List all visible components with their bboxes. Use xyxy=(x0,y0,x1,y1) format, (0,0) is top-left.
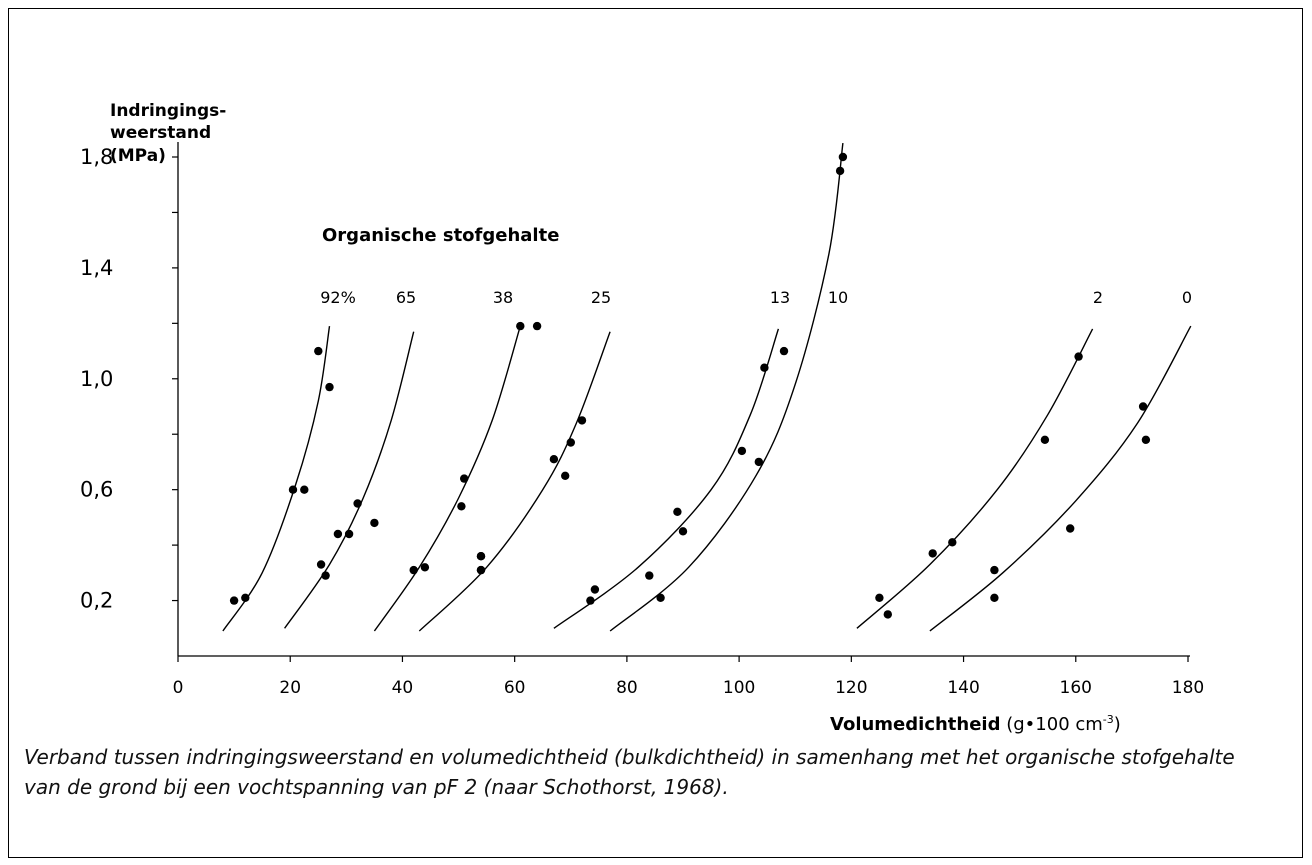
x-tick-label-80: 80 xyxy=(616,678,638,698)
point-10-1 xyxy=(754,457,763,467)
point-38-2 xyxy=(457,502,466,511)
y-tick-label-1,0: 1,0 xyxy=(80,367,113,391)
point-13-4 xyxy=(760,363,769,372)
point-0-1 xyxy=(990,565,999,575)
point-92%-4 xyxy=(314,346,323,356)
curve-65 xyxy=(284,331,415,629)
y-tick-label-0,2: 0,2 xyxy=(80,589,113,613)
point-10-3 xyxy=(835,166,845,176)
x-tick-label-20: 20 xyxy=(279,678,301,698)
point-13-3 xyxy=(737,446,747,456)
series-label-0: 0 xyxy=(1182,288,1192,307)
curve-25 xyxy=(418,331,611,632)
curve-2 xyxy=(856,328,1094,629)
point-25-7 xyxy=(590,585,600,594)
x-tick-label-40: 40 xyxy=(392,678,414,698)
series-label-65: 65 xyxy=(396,288,416,307)
series-label-92%: 92% xyxy=(320,288,356,307)
point-25-4 xyxy=(566,438,575,447)
point-65-1 xyxy=(321,571,330,580)
x-tick-label-120: 120 xyxy=(835,678,867,698)
x-tick-label-100: 100 xyxy=(723,678,755,698)
point-0-2 xyxy=(1066,524,1075,533)
point-92%-5 xyxy=(325,382,334,392)
point-92%-1 xyxy=(241,593,250,602)
point-38-3 xyxy=(460,474,469,483)
point-92%-0 xyxy=(229,596,239,605)
figure-caption: Verband tussen indringingsweerstand en v… xyxy=(24,745,1235,799)
curve-38 xyxy=(373,325,521,632)
point-38-7 xyxy=(532,321,542,331)
curve-10 xyxy=(609,143,844,632)
point-13-1 xyxy=(673,507,682,516)
y-axis-label-line3: (MPa) xyxy=(110,146,166,166)
point-10-4 xyxy=(838,152,848,162)
x-axis-unit-exponent: -3 xyxy=(1102,713,1114,726)
x-axis-unit-close: ) xyxy=(1113,714,1121,735)
point-25-5 xyxy=(577,416,587,425)
point-65-0 xyxy=(316,560,326,569)
y-axis-label-line1: Indringings- xyxy=(110,101,227,121)
point-0-3 xyxy=(1138,402,1148,411)
point-92%-3 xyxy=(300,485,309,494)
x-tick-label-0: 0 xyxy=(173,678,184,698)
series-label-25: 25 xyxy=(591,288,611,307)
series-label-10: 10 xyxy=(828,288,848,307)
curve-92% xyxy=(222,325,331,632)
point-2-4 xyxy=(1040,435,1050,444)
point-25-3 xyxy=(561,471,570,480)
point-38-1 xyxy=(420,563,430,572)
x-tick-label-60: 60 xyxy=(504,678,526,698)
point-2-0 xyxy=(875,593,884,602)
point-10-2 xyxy=(779,346,789,356)
y-tick-label-0,6: 0,6 xyxy=(80,478,113,502)
point-2-2 xyxy=(928,549,937,558)
y-tick-label-1,8: 1,8 xyxy=(80,145,113,169)
series-label-38: 38 xyxy=(493,288,513,307)
y-axis-label-line2: weerstand xyxy=(110,123,212,143)
point-65-2 xyxy=(333,529,343,539)
point-65-3 xyxy=(344,529,354,539)
point-38-6 xyxy=(516,321,525,331)
point-2-3 xyxy=(948,538,957,547)
point-92%-2 xyxy=(288,485,298,494)
point-65-4 xyxy=(353,499,362,508)
figure-frame xyxy=(8,8,1303,858)
series-label-13: 13 xyxy=(770,288,790,307)
point-13-2 xyxy=(678,527,688,536)
point-65-5 xyxy=(370,518,379,528)
point-2-5 xyxy=(1074,352,1083,361)
point-0-4 xyxy=(1141,435,1151,444)
point-25-6 xyxy=(586,596,595,605)
point-0-0 xyxy=(990,593,999,602)
point-2-1 xyxy=(883,610,892,619)
x-axis-unit: (g•100 cm xyxy=(1006,714,1103,735)
point-13-0 xyxy=(645,571,654,580)
x-axis-label: Volumedichtheid (g•100 cm-3) xyxy=(830,713,1121,735)
point-25-2 xyxy=(549,455,559,464)
point-25-0 xyxy=(476,552,486,561)
x-tick-label-160: 160 xyxy=(1060,678,1092,698)
point-10-0 xyxy=(656,593,665,602)
point-38-0 xyxy=(409,565,418,575)
curve-0 xyxy=(929,325,1192,632)
x-tick-label-140: 140 xyxy=(947,678,979,698)
y-tick-label-1,4: 1,4 xyxy=(80,256,113,280)
annotation-organic-matter: Organische stofgehalte xyxy=(322,225,559,246)
point-25-1 xyxy=(476,565,486,575)
series-label-2: 2 xyxy=(1093,288,1103,307)
curve-13 xyxy=(553,328,780,629)
x-tick-label-180: 180 xyxy=(1172,678,1204,698)
x-axis-label-bold: Volumedichtheid xyxy=(830,714,1001,735)
